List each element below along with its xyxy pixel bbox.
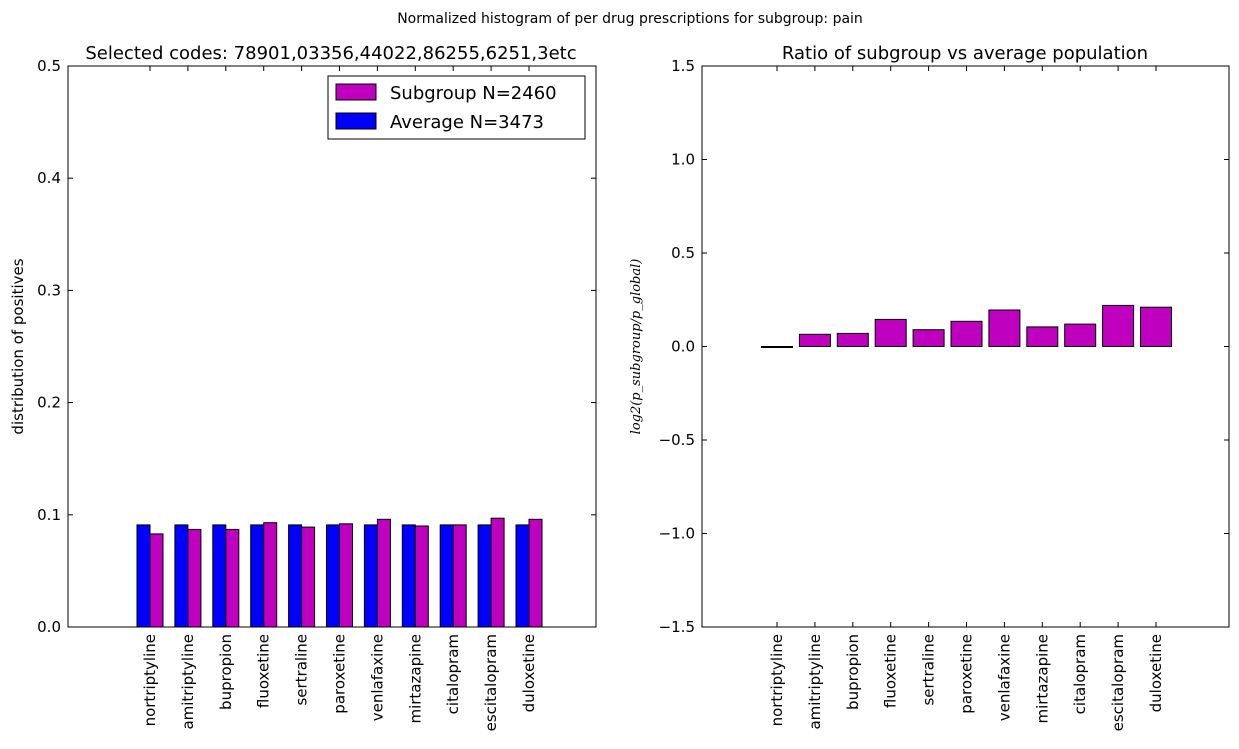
right-bar-ratio — [1140, 306, 1172, 348]
right-y-tick-label: 0.0 — [671, 338, 695, 356]
left-y-axis-label: distribution of positives — [9, 258, 27, 434]
right-x-tick-label: nortriptyline — [768, 634, 786, 726]
left-x-tick-label: fluoxetine — [255, 634, 273, 708]
left-y-tick-label: 0.4 — [37, 169, 61, 187]
left-y-tick-label: 0.2 — [37, 394, 61, 412]
right-x-tick-label: sertraline — [920, 634, 938, 706]
left-bar-subgroup — [339, 523, 353, 628]
left-bar-average — [477, 524, 492, 628]
left-plot-frame — [67, 65, 597, 628]
right-x-tick-label: amitriptyline — [806, 634, 824, 730]
legend-swatch-average — [335, 112, 377, 130]
right-bar-ratio — [988, 309, 1021, 347]
left-x-tick-label: citalopram — [444, 634, 462, 714]
right-x-tick-label: venlafaxine — [995, 634, 1013, 721]
right-x-tick-label: bupropion — [844, 634, 862, 710]
right-y-tick-label: 0.5 — [671, 244, 695, 262]
left-bar-average — [439, 524, 454, 628]
left-chart-distribution: Selected codes: 78901,03356,44022,86255,… — [9, 43, 597, 731]
right-bar-ratio — [798, 333, 831, 347]
left-x-tick-label: nortriptyline — [141, 634, 159, 726]
left-bar-average — [136, 524, 151, 628]
right-x-tick-label: escitalopram — [1109, 634, 1127, 731]
left-bar-subgroup — [452, 524, 467, 628]
left-x-tick-label: mirtazapine — [406, 634, 424, 724]
left-bar-average — [250, 524, 265, 628]
left-bar-subgroup — [263, 522, 278, 628]
right-y-tick-label: −1.5 — [659, 618, 695, 636]
right-chart-ratio: Ratio of subgroup vs average population … — [629, 43, 1230, 731]
left-x-tick-label: sertraline — [293, 634, 311, 706]
right-bar-ratio — [836, 332, 869, 347]
left-x-tick-label: bupropion — [217, 634, 235, 710]
right-bar-ratio — [1102, 304, 1135, 347]
right-x-tick-label: mirtazapine — [1033, 634, 1051, 724]
left-bar-average — [174, 524, 189, 628]
left-y-tick-label: 0.5 — [37, 57, 61, 75]
left-bar-subgroup — [528, 518, 543, 628]
legend-label-subgroup: Subgroup N=2460 — [390, 83, 557, 104]
left-bar-subgroup — [149, 533, 164, 628]
figure-suptitle: Normalized histogram of per drug prescri… — [397, 11, 863, 27]
left-bar-subgroup — [187, 528, 202, 628]
left-bar-average — [326, 524, 340, 628]
right-x-tick-label: paroxetine — [958, 634, 976, 714]
left-x-tick-label: venlafaxine — [368, 634, 386, 721]
left-x-tick-label: paroxetine — [331, 634, 349, 714]
right-bar-ratio — [874, 318, 907, 347]
right-y-tick-label: 1.5 — [671, 57, 695, 75]
left-bar-subgroup — [301, 526, 316, 628]
legend-label-average: Average N=3473 — [390, 112, 544, 133]
right-bar-ratio — [1064, 323, 1097, 348]
left-y-tick-label: 0.3 — [37, 281, 61, 299]
right-chart-title: Ratio of subgroup vs average population — [782, 43, 1148, 64]
right-x-tick-label: duloxetine — [1147, 634, 1165, 712]
left-y-tick-label: 0.1 — [37, 506, 61, 524]
right-bar-ratio — [912, 329, 945, 348]
left-bar-average — [363, 524, 378, 628]
right-bar-ratio — [950, 320, 983, 347]
right-bar-ratio — [761, 346, 793, 348]
left-bar-average — [401, 524, 416, 628]
left-bar-subgroup — [414, 525, 429, 628]
left-x-tick-label: duloxetine — [520, 634, 538, 712]
right-y-tick-label: 1.0 — [671, 151, 695, 169]
left-bar-subgroup — [490, 517, 505, 628]
left-bar-average — [515, 524, 530, 628]
right-x-tick-label: citalopram — [1071, 634, 1089, 714]
left-bar-average — [212, 524, 227, 628]
left-bar-subgroup — [225, 528, 240, 628]
legend-swatch-subgroup — [335, 83, 377, 101]
right-bar-ratio — [1026, 326, 1059, 347]
right-y-axis-label: log2(p_subgroup/p_global) — [629, 259, 644, 435]
left-x-tick-label: amitriptyline — [179, 634, 197, 730]
left-chart-title: Selected codes: 78901,03356,44022,86255,… — [85, 43, 576, 64]
right-plot-frame — [701, 65, 1230, 628]
left-chart-legend: Subgroup N=2460 Average N=3473 — [327, 75, 586, 140]
left-bar-average — [288, 524, 303, 628]
left-x-tick-label: escitalopram — [482, 634, 500, 731]
left-bar-subgroup — [376, 518, 391, 628]
right-x-tick-label: fluoxetine — [882, 634, 900, 708]
right-y-tick-label: −0.5 — [659, 431, 695, 449]
right-y-tick-label: −1.0 — [659, 525, 695, 543]
left-y-tick-label: 0.0 — [37, 618, 61, 636]
